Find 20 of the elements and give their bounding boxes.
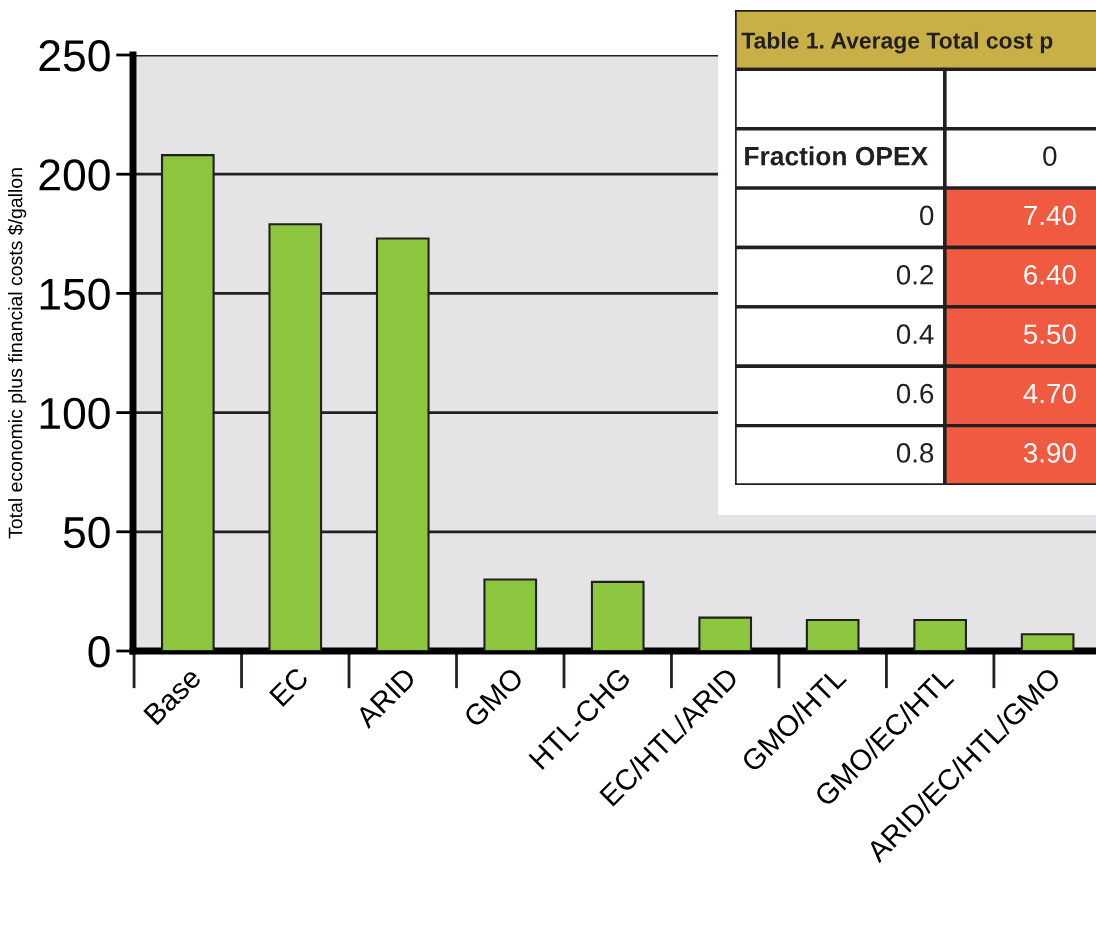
y-axis-title: Fraction OPEX	[745, 146, 928, 166]
y-tick-label: 0.6	[896, 383, 934, 404]
y-tick-label: 250	[39, 40, 110, 72]
data-label: 7.40	[1024, 205, 1076, 226]
x-tick-label: EC	[268, 666, 310, 707]
y-tick-label: 0.4	[896, 324, 934, 345]
y-tick-label: 0.8	[896, 443, 934, 463]
y-tick-label: 50	[63, 516, 110, 549]
y-tick-label: 0	[88, 636, 110, 668]
data-label: 5.50	[1023, 324, 1076, 345]
y-tick-label: 0	[920, 205, 934, 226]
data-label: 4.70	[1023, 383, 1076, 404]
y-axis-title: Total economic plus financial costs $/gallon	[7, 168, 27, 539]
data-label: 3.90	[1023, 443, 1076, 463]
data-label: 6.40	[1024, 264, 1076, 285]
chart-title: Table 1. Average Total cost p	[741, 31, 1053, 54]
y-tick-label: 150	[40, 278, 110, 310]
y-tick-label: 200	[39, 159, 110, 191]
y-tick-label: 100	[40, 397, 110, 430]
y-tick-label: 0.2	[896, 264, 933, 285]
